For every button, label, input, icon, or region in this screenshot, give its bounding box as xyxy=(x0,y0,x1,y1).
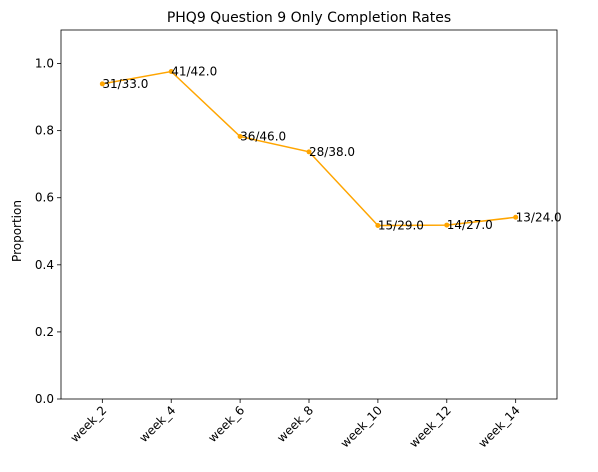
data-point xyxy=(99,81,105,87)
x-tick-label: week_4 xyxy=(137,403,179,445)
data-point xyxy=(168,69,174,75)
x-tick-label: week_12 xyxy=(407,403,454,450)
data-point xyxy=(444,222,450,228)
data-label: 13/24.0 xyxy=(516,210,562,224)
x-tick-label: week_6 xyxy=(205,403,247,445)
y-tick-label: 0.2 xyxy=(35,325,54,339)
data-label: 36/46.0 xyxy=(240,129,286,143)
x-tick-label: week_10 xyxy=(338,403,385,450)
x-tick-label: week_14 xyxy=(476,403,523,450)
x-tick-label: week_8 xyxy=(274,403,316,445)
data-point xyxy=(375,223,381,229)
y-tick-label: 0.4 xyxy=(35,258,54,272)
data-point xyxy=(237,133,243,139)
data-label: 15/29.0 xyxy=(378,219,424,233)
data-label: 14/27.0 xyxy=(447,218,493,232)
y-axis-label: Proportion xyxy=(10,200,24,262)
y-tick-label: 0.8 xyxy=(35,124,54,138)
y-tick-label: 1.0 xyxy=(35,57,54,71)
chart-title: PHQ9 Question 9 Only Completion Rates xyxy=(167,10,451,26)
y-tick-label: 0.6 xyxy=(35,191,54,205)
x-tick-label: week_2 xyxy=(68,403,110,445)
data-label: 41/42.0 xyxy=(171,65,217,79)
data-label: 28/38.0 xyxy=(309,145,355,159)
data-point xyxy=(513,214,519,220)
data-label: 31/33.0 xyxy=(102,77,148,91)
plot-area: 0.0 0.2 0.4 0.6 0.8 1.0 week_2 week_4 week_6 week… xyxy=(35,29,562,450)
y-tick-label: 0.0 xyxy=(35,392,54,406)
data-point xyxy=(306,149,312,155)
